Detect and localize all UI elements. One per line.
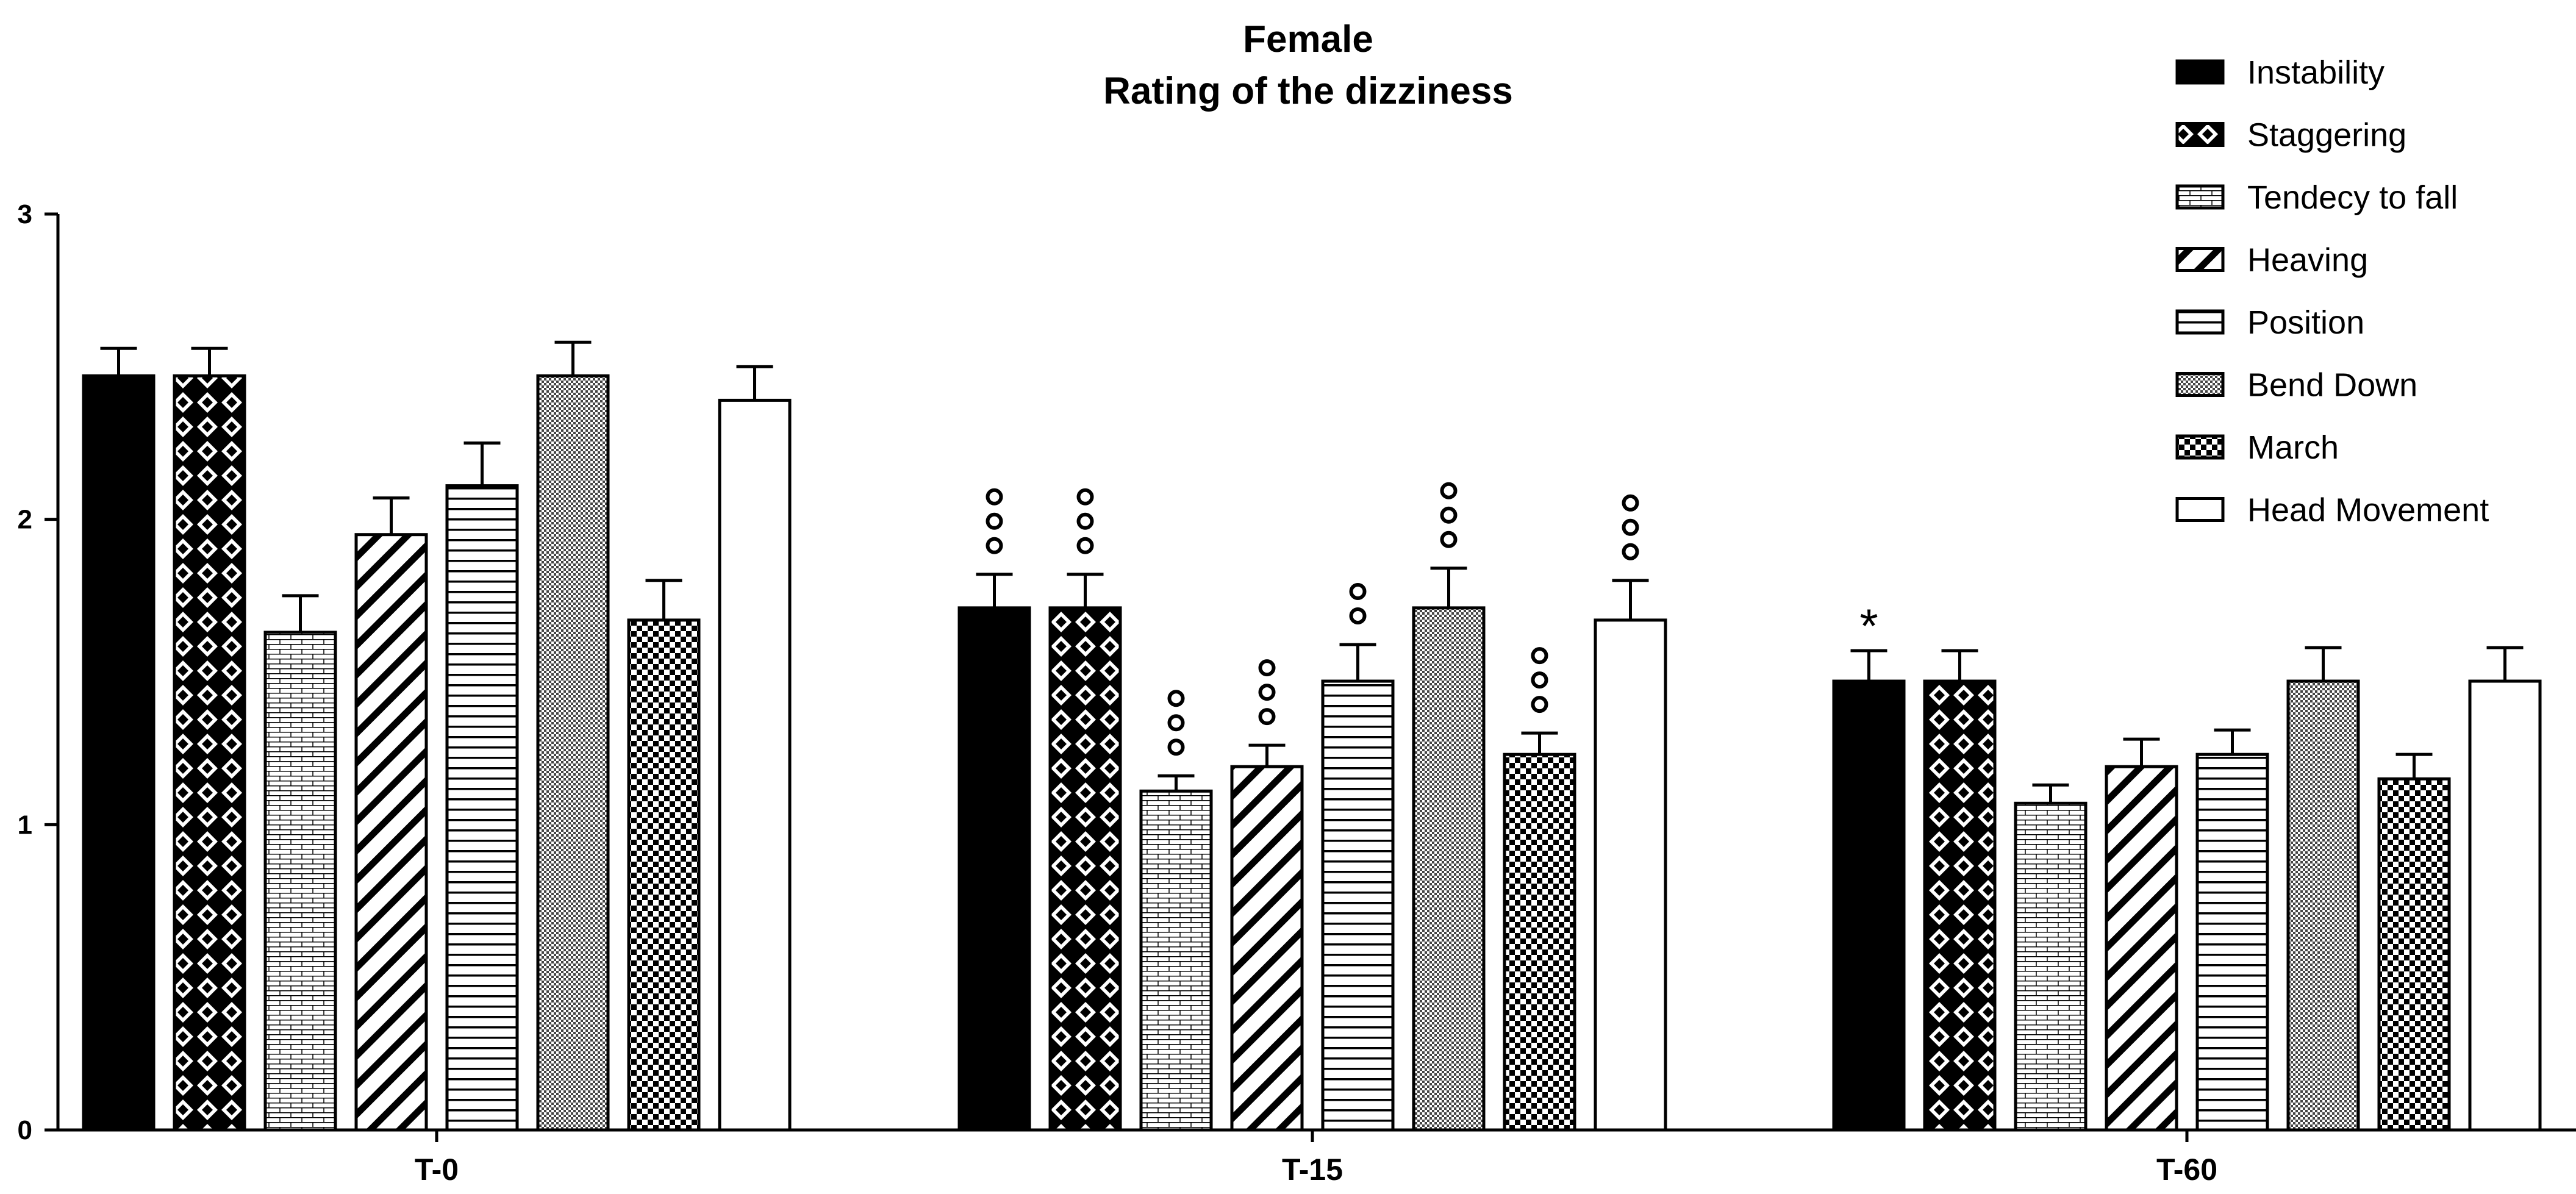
bar-march-t-60 (2377, 777, 2451, 1132)
legend-label-bend-down: Bend Down (2247, 367, 2417, 404)
legend-label-head-movement: Head Movement (2247, 492, 2489, 529)
legend-swatch-head-movement (2175, 497, 2225, 522)
significance-circle (1258, 659, 1276, 677)
x-category-label: T-15 (1282, 1153, 1343, 1187)
significance-circle (1531, 696, 1548, 713)
significance-circle (1258, 708, 1276, 726)
significance-circle (986, 512, 1003, 530)
significance-circle (986, 537, 1003, 554)
significance-circle (1076, 488, 1094, 506)
x-category-label: T-0 (415, 1153, 459, 1187)
significance-circle (1622, 494, 1639, 512)
bar-bend-down-t-60 (2286, 679, 2360, 1132)
significance-circle (1258, 684, 1276, 701)
legend-swatch-heaving (2175, 247, 2225, 272)
significance-circle (1440, 506, 1458, 524)
chart-title: Female (1243, 18, 1373, 60)
y-tick-label: 3 (18, 199, 32, 229)
plot-area: 0 1 2 3 T-0 T-15 T-60 * (18, 199, 2576, 1187)
y-tick-label: 2 (18, 505, 32, 535)
bar-march-t-0 (627, 618, 701, 1132)
significance-circle (1076, 537, 1094, 554)
y-tick-label: 0 (18, 1115, 32, 1145)
bar-heaving-t-0 (354, 533, 428, 1132)
significance-circle (1440, 531, 1458, 548)
bar-instability-t-60 (1832, 679, 1906, 1132)
bar-tendecy-to-fall-t-15 (1139, 789, 1213, 1132)
legend-swatch-bend-down (2175, 372, 2225, 397)
legend-swatch-instability (2175, 59, 2225, 85)
bar-heaving-t-15 (1230, 765, 1304, 1132)
bar-instability-t-0 (82, 374, 156, 1132)
y-tick-label: 1 (18, 810, 32, 840)
significance-circle (1167, 738, 1185, 756)
bar-heaving-t-60 (2105, 765, 2178, 1132)
bar-bend-down-t-15 (1412, 606, 1486, 1132)
legend-label-position: Position (2247, 304, 2364, 341)
significance-circle (1531, 671, 1548, 689)
legend-swatch-march (2175, 434, 2225, 460)
significance-circle (1167, 714, 1185, 732)
significance-circle (1440, 482, 1458, 499)
legend-label-staggering: Staggering (2247, 117, 2406, 154)
bar-staggering-t-60 (1923, 679, 1997, 1132)
significance-circle (1167, 690, 1185, 707)
significance-circle (1349, 582, 1367, 600)
legend-label-march: March (2247, 429, 2339, 466)
bar-bend-down-t-0 (536, 374, 610, 1132)
bar-position-t-15 (1321, 679, 1395, 1132)
bar-position-t-60 (2195, 753, 2269, 1132)
significance-circle (1622, 543, 1639, 560)
significance-asterisk: * (1859, 599, 1878, 652)
bar-tendecy-to-fall-t-60 (2014, 801, 2088, 1132)
significance-circle (1349, 607, 1367, 624)
legend-swatch-position (2175, 309, 2225, 335)
bar-march-t-15 (1503, 753, 1576, 1132)
significance-circle (1622, 518, 1639, 536)
legend-label-instability: Instability (2247, 54, 2385, 91)
bar-position-t-0 (445, 484, 519, 1132)
legend-swatch-staggering (2175, 122, 2225, 147)
legend-label-tendecy-to-fall: Tendecy to fall (2247, 179, 2458, 216)
bar-staggering-t-0 (173, 374, 246, 1132)
legend-swatch-tendecy-to-fall (2175, 184, 2225, 210)
bar-head-movement-t-60 (2468, 679, 2542, 1132)
bar-head-movement-t-15 (1594, 618, 1667, 1132)
bar-instability-t-15 (957, 606, 1031, 1132)
significance-circle (1531, 647, 1548, 665)
bar-head-movement-t-0 (718, 398, 792, 1132)
bar-staggering-t-15 (1048, 606, 1122, 1132)
bar-tendecy-to-fall-t-0 (263, 631, 337, 1132)
legend: Instability Staggering Tendecy to fall Heav… (2175, 54, 2489, 529)
significance-circle (1076, 512, 1094, 530)
x-category-label: T-60 (2156, 1153, 2217, 1187)
chart-subtitle: Rating of the dizziness (1103, 70, 1513, 112)
legend-label-heaving: Heaving (2247, 242, 2368, 279)
significance-circle (986, 488, 1003, 506)
